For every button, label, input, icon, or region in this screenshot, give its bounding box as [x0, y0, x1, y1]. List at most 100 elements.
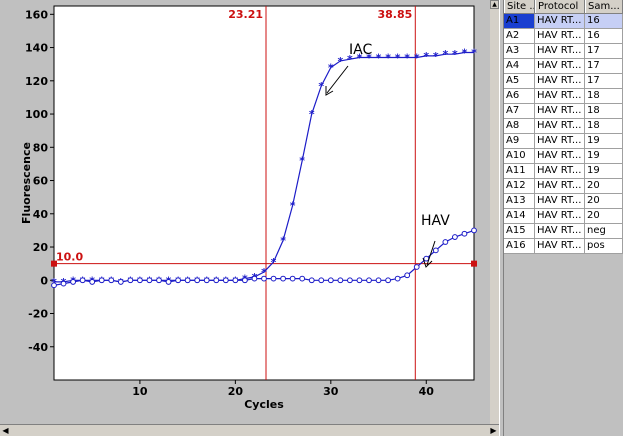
- site-cell[interactable]: A11: [504, 164, 535, 179]
- data-point: *: [423, 50, 429, 63]
- protocol-cell[interactable]: HAV RT...: [535, 14, 585, 29]
- protocol-cell[interactable]: HAV RT...: [535, 179, 585, 194]
- column-header-site[interactable]: Site ...: [504, 0, 535, 13]
- table-row[interactable]: A13 HAV RT... 20: [504, 194, 623, 209]
- table-row[interactable]: A8 HAV RT... 18: [504, 119, 623, 134]
- table-row[interactable]: A3 HAV RT... 17: [504, 44, 623, 59]
- site-cell[interactable]: A2: [504, 29, 535, 44]
- protocol-cell[interactable]: HAV RT...: [535, 224, 585, 239]
- data-point: [184, 277, 191, 284]
- protocol-cell[interactable]: HAV RT...: [535, 74, 585, 89]
- site-cell[interactable]: A7: [504, 104, 535, 119]
- sample-cell[interactable]: 16: [585, 29, 623, 44]
- protocol-cell[interactable]: HAV RT...: [535, 119, 585, 134]
- table-row[interactable]: A1 HAV RT... 16: [504, 14, 623, 29]
- site-cell[interactable]: A8: [504, 119, 535, 134]
- sample-cell[interactable]: 20: [585, 209, 623, 224]
- table-row[interactable]: A10 HAV RT... 19: [504, 149, 623, 164]
- column-header-protocol[interactable]: Protocol: [535, 0, 585, 13]
- sample-cell[interactable]: 17: [585, 59, 623, 74]
- threshold-handle-left: [51, 260, 57, 267]
- site-cell[interactable]: A5: [504, 74, 535, 89]
- sample-cell[interactable]: 17: [585, 44, 623, 59]
- protocol-cell[interactable]: HAV RT...: [535, 134, 585, 149]
- data-point: [356, 277, 363, 284]
- sample-cell[interactable]: 20: [585, 194, 623, 209]
- column-header-sample[interactable]: Sam...: [585, 0, 623, 13]
- sample-cell[interactable]: 18: [585, 89, 623, 104]
- data-point: [60, 280, 67, 287]
- data-point: [366, 277, 372, 284]
- sample-cell[interactable]: 20: [585, 179, 623, 194]
- data-point: *: [395, 52, 401, 65]
- protocol-cell[interactable]: HAV RT...: [535, 59, 585, 74]
- site-cell[interactable]: A15: [504, 224, 535, 239]
- vertical-scrollbar[interactable]: [490, 0, 499, 436]
- protocol-cell[interactable]: HAV RT...: [535, 209, 585, 224]
- horizontal-scrollbar[interactable]: ◀ ▶: [0, 424, 499, 436]
- sample-cell[interactable]: 16: [585, 14, 623, 29]
- data-point: [289, 275, 296, 282]
- data-point: [127, 277, 134, 284]
- sample-cell[interactable]: 17: [585, 74, 623, 89]
- protocol-cell[interactable]: HAV RT...: [535, 44, 585, 59]
- table-row[interactable]: A4 HAV RT... 17: [504, 59, 623, 74]
- protocol-cell[interactable]: HAV RT...: [535, 29, 585, 44]
- protocol-cell[interactable]: HAV RT...: [535, 194, 585, 209]
- site-cell[interactable]: A9: [504, 134, 535, 149]
- table-row[interactable]: A15 HAV RT... neg: [504, 224, 623, 239]
- annotation-arrowhead: [422, 257, 433, 268]
- sample-cell[interactable]: 18: [585, 119, 623, 134]
- table-row[interactable]: A14 HAV RT... 20: [504, 209, 623, 224]
- table-row[interactable]: A12 HAV RT... 20: [504, 179, 623, 194]
- site-cell[interactable]: A10: [504, 149, 535, 164]
- site-cell[interactable]: A1: [504, 14, 535, 29]
- protocol-cell[interactable]: HAV RT...: [535, 149, 585, 164]
- site-cell[interactable]: A16: [504, 239, 535, 254]
- site-cell[interactable]: A4: [504, 59, 535, 74]
- site-cell[interactable]: A14: [504, 209, 535, 224]
- table-row[interactable]: A2 HAV RT... 16: [504, 29, 623, 44]
- scroll-up-arrow-icon[interactable]: ▲: [490, 0, 499, 9]
- x-tick-label: 30: [323, 385, 339, 398]
- sample-cell[interactable]: 18: [585, 104, 623, 119]
- site-cell[interactable]: A3: [504, 44, 535, 59]
- scroll-left-arrow-icon[interactable]: ◀: [2, 426, 9, 435]
- table-row[interactable]: A6 HAV RT... 18: [504, 89, 623, 104]
- protocol-cell[interactable]: HAV RT...: [535, 89, 585, 104]
- site-cell[interactable]: A12: [504, 179, 535, 194]
- scroll-right-arrow-icon[interactable]: ▶: [490, 426, 497, 435]
- data-point: [79, 277, 86, 284]
- x-tick-label: 20: [228, 385, 244, 398]
- site-cell[interactable]: A6: [504, 89, 535, 104]
- data-point: *: [414, 52, 420, 65]
- table-row[interactable]: A5 HAV RT... 17: [504, 74, 623, 89]
- sample-cell[interactable]: 19: [585, 134, 623, 149]
- site-cell[interactable]: A13: [504, 194, 535, 209]
- table-row[interactable]: A16 HAV RT... pos: [504, 239, 623, 254]
- y-tick-label: 80: [33, 141, 49, 154]
- table-row[interactable]: A11 HAV RT... 19: [504, 164, 623, 179]
- protocol-cell[interactable]: HAV RT...: [535, 164, 585, 179]
- sample-cell[interactable]: pos: [585, 239, 623, 254]
- panel-splitter[interactable]: [499, 0, 504, 436]
- protocol-cell[interactable]: HAV RT...: [535, 239, 585, 254]
- y-tick-label: 120: [25, 75, 48, 88]
- data-point: [146, 277, 153, 284]
- sample-cell[interactable]: 19: [585, 164, 623, 179]
- data-point: *: [337, 55, 343, 68]
- data-point: [385, 277, 391, 284]
- y-axis-label: Fluorescence: [20, 142, 33, 224]
- table-row[interactable]: A7 HAV RT... 18: [504, 104, 623, 119]
- sample-cell[interactable]: 19: [585, 149, 623, 164]
- data-point: [89, 279, 96, 285]
- annotation-arrowhead: [325, 86, 334, 96]
- data-point: *: [347, 53, 353, 66]
- data-point: [70, 279, 76, 285]
- data-point: [137, 277, 143, 284]
- protocol-cell[interactable]: HAV RT...: [535, 104, 585, 119]
- ct-marker-label: 38.85: [377, 8, 412, 21]
- data-point: [213, 277, 220, 284]
- sample-cell[interactable]: neg: [585, 224, 623, 239]
- table-row[interactable]: A9 HAV RT... 19: [504, 134, 623, 149]
